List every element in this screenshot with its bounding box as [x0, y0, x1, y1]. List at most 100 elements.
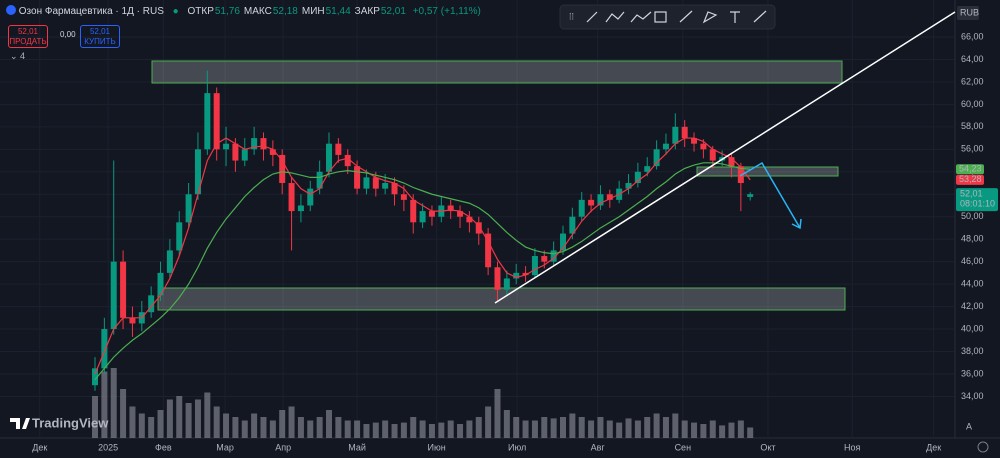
price-axis — [955, 0, 1000, 458]
volume-bar — [503, 410, 510, 438]
x-tick-label: Дек — [926, 442, 941, 452]
candle-body — [569, 216, 576, 234]
volume-bar — [335, 417, 342, 438]
tool-icon[interactable] — [702, 11, 718, 24]
x-tick-label: 2025 — [98, 442, 118, 452]
sell-button[interactable]: 52,01 ПРОДАТЬ — [8, 25, 48, 48]
y-tick-label: 46,00 — [961, 256, 984, 266]
candle-body — [166, 250, 173, 273]
projection-arrow[interactable] — [739, 161, 801, 229]
candle-body — [485, 233, 492, 268]
candle-body — [251, 138, 258, 150]
candle-body — [737, 166, 744, 184]
y-tick-label: 60,00 — [961, 99, 984, 109]
candle-body — [672, 126, 679, 144]
volume-bar — [260, 417, 267, 438]
tool-icon[interactable] — [730, 11, 740, 23]
tool-icon[interactable] — [630, 11, 652, 23]
x-tick-label: Окт — [760, 442, 775, 452]
volume-bar — [466, 420, 473, 438]
candle-body — [92, 368, 99, 386]
candle-body — [260, 138, 267, 150]
price-label-box — [956, 164, 984, 175]
auto-scale[interactable]: A — [966, 421, 972, 431]
volume-bar — [747, 427, 754, 438]
candle-body — [475, 222, 482, 234]
tool-icon[interactable] — [586, 11, 598, 23]
tool-icon[interactable] — [753, 10, 767, 23]
volume-bar — [148, 417, 155, 438]
volume-bar — [307, 420, 314, 438]
moving-average — [94, 162, 751, 380]
volume-bar — [560, 417, 567, 438]
y-tick-label: 50,00 — [961, 211, 984, 221]
x-tick-label: Май — [348, 442, 366, 452]
currency-box[interactable] — [957, 6, 979, 20]
volume-bar — [176, 396, 183, 438]
trend-line[interactable] — [494, 11, 956, 304]
drawing-toolbar: ⁞⁞ — [559, 4, 776, 30]
ohlc-value: 52,01 — [380, 6, 406, 17]
ohlc-value: 52,18 — [272, 6, 298, 17]
symbol-row: Озон Фармацевтика · 1Д · RUS ● ОТКР51,76… — [6, 5, 481, 17]
volume-bar — [269, 420, 276, 438]
tool-icon[interactable] — [605, 11, 625, 23]
y-tick-label: 40,00 — [961, 323, 984, 333]
candle-body — [232, 143, 239, 161]
volume-bar — [382, 420, 389, 438]
volume-bar — [653, 413, 660, 438]
volume-bar — [597, 417, 604, 438]
volume-bar — [251, 413, 258, 438]
y-tick-label: 44,00 — [961, 278, 984, 288]
candle-body — [372, 177, 379, 189]
y-tick-label: 62,00 — [961, 76, 984, 86]
logo: TradingView — [32, 415, 109, 430]
moving-average — [94, 137, 751, 375]
tool-icon[interactable] — [679, 10, 693, 23]
candle-body — [204, 93, 211, 150]
x-tick-label: Июн — [428, 442, 446, 452]
close-price-label: 52,01 — [960, 189, 983, 199]
volume-bar — [138, 413, 145, 438]
candle-body — [700, 143, 707, 150]
candle-body — [709, 149, 716, 161]
symbol-icon — [6, 5, 16, 15]
volume-bar — [485, 406, 492, 438]
volume-bar — [700, 424, 707, 438]
price-label: 53,28 — [959, 174, 982, 184]
symbol[interactable]: Озон Фармацевтика · 1Д · RUS — [18, 6, 164, 17]
zone[interactable] — [151, 60, 843, 84]
volume-bar — [232, 417, 239, 438]
volume-bar — [363, 424, 370, 438]
currency: RUB — [960, 7, 979, 17]
volume-bar — [410, 417, 417, 438]
volume-bar — [634, 420, 641, 438]
volume-bar — [616, 422, 623, 438]
volume-bar — [344, 420, 351, 438]
volume-bar — [241, 420, 248, 438]
candle-body — [466, 216, 473, 223]
candle-body — [541, 256, 548, 262]
candle-body — [354, 166, 361, 189]
y-tick-label: 64,00 — [961, 54, 984, 64]
settings[interactable] — [977, 441, 989, 453]
volume-bar — [625, 418, 632, 438]
ohlc-value: 51,76 — [214, 6, 240, 17]
candle-body — [531, 256, 538, 276]
indicators-toggle[interactable]: ⌄ 4 — [10, 51, 26, 61]
volume-bar — [279, 410, 286, 438]
tool-icon[interactable] — [654, 11, 667, 23]
candle-body — [606, 194, 613, 200]
volume-bar — [92, 396, 99, 438]
candle-body — [522, 272, 529, 276]
volume-bar — [737, 420, 744, 438]
ohlc-label: МАКС — [243, 6, 272, 17]
arrow-head — [791, 218, 802, 230]
x-tick-label: Сен — [675, 442, 692, 452]
price-label-box — [956, 174, 984, 185]
candle-body — [148, 295, 155, 313]
buy-button[interactable]: 52,01 КУПИТЬ — [80, 25, 120, 48]
status-dot: ● — [172, 6, 179, 17]
x-tick-label: Ноя — [844, 442, 861, 452]
drag-handle[interactable]: ⁞⁞ — [569, 11, 574, 21]
